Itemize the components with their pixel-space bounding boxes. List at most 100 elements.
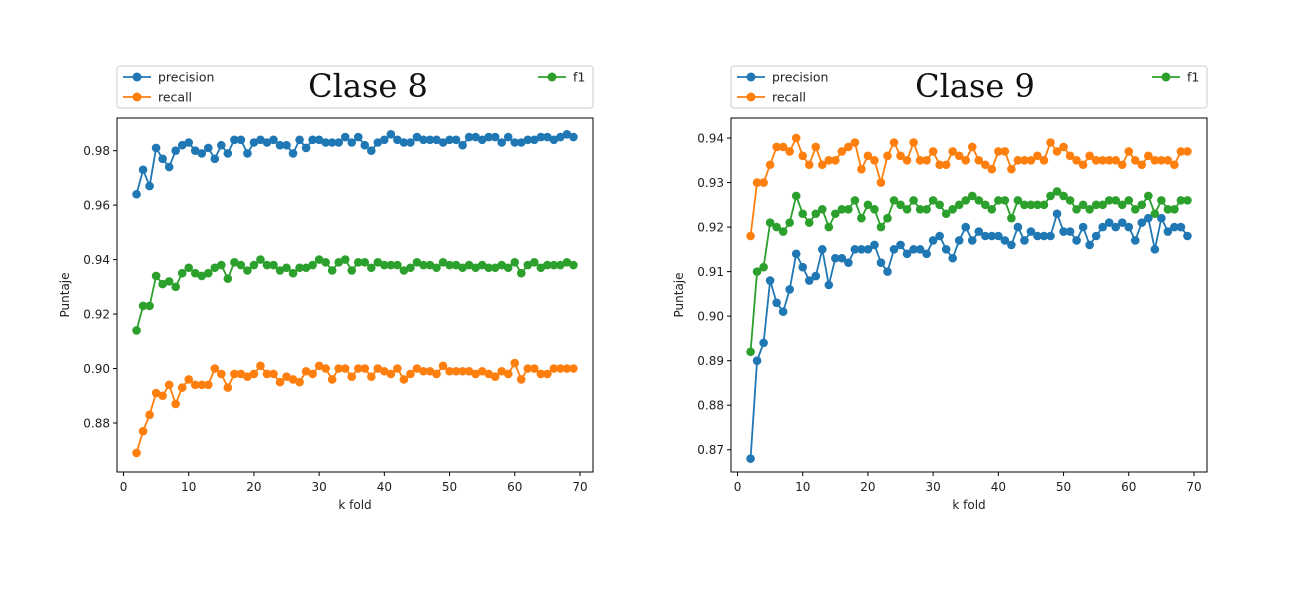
data-point-f1: [915, 204, 925, 214]
data-point-precision: [1111, 222, 1121, 232]
data-point-precision: [961, 222, 971, 232]
data-point-recall: [981, 160, 990, 170]
legend-label-f1: f1: [1187, 70, 1199, 85]
data-point-precision: [217, 140, 226, 150]
data-point-f1: [1091, 200, 1101, 210]
data-point-f1: [974, 196, 984, 205]
y-tick-label: 0.93: [697, 176, 724, 190]
data-point-precision: [850, 245, 860, 254]
data-point-f1: [1020, 200, 1029, 210]
data-point-precision: [1000, 236, 1010, 245]
data-point-f1: [870, 204, 879, 214]
data-point-precision: [536, 132, 546, 142]
data-point-f1: [798, 209, 808, 219]
data-point-precision: [243, 149, 252, 158]
data-point-recall: [569, 364, 578, 373]
data-point-recall: [536, 369, 546, 379]
data-point-f1: [451, 260, 461, 270]
legend-marker: [746, 92, 756, 102]
data-point-f1: [203, 268, 213, 278]
data-point-f1: [497, 260, 507, 270]
data-point-recall: [477, 366, 487, 376]
data-point-precision: [393, 135, 402, 145]
data-point-f1: [935, 200, 944, 210]
data-point-precision: [347, 138, 357, 147]
data-point-recall: [308, 369, 317, 379]
data-point-recall: [301, 366, 311, 376]
data-point-precision: [1137, 218, 1147, 227]
data-point-recall: [393, 364, 402, 373]
data-point-f1: [458, 263, 467, 273]
data-point-recall: [516, 375, 526, 384]
y-axis-label: Puntaje: [58, 272, 72, 317]
data-point-f1: [1065, 196, 1075, 205]
data-point-precision: [458, 140, 467, 150]
x-tick-label: 70: [1186, 480, 1201, 494]
data-point-recall: [1059, 142, 1068, 152]
data-point-precision: [230, 135, 239, 145]
data-point-f1: [464, 260, 474, 270]
data-point-recall: [863, 151, 873, 161]
data-point-recall: [1157, 156, 1166, 165]
data-point-precision: [804, 276, 814, 285]
data-point-f1: [1111, 196, 1121, 205]
data-point-precision: [516, 138, 526, 147]
data-point-precision: [445, 135, 454, 145]
data-point-f1: [909, 196, 918, 205]
data-point-precision: [269, 135, 278, 145]
data-point-f1: [1183, 196, 1192, 205]
chart-title: Clase 8: [308, 67, 428, 105]
data-point-precision: [1098, 222, 1107, 232]
data-point-precision: [373, 138, 383, 147]
data-point-recall: [282, 372, 291, 381]
ticks: 0 10 20 30 40 50 60 70 0.87 0.88 0.89 0.90 0.91 0.92 0…: [697, 131, 1201, 494]
data-point-recall: [190, 380, 200, 390]
data-point-precision: [138, 165, 148, 175]
data-point-f1: [530, 258, 539, 267]
data-point-recall: [419, 366, 428, 376]
data-point-recall: [1098, 156, 1107, 165]
data-point-recall: [386, 369, 396, 379]
data-point-precision: [896, 240, 905, 250]
data-point-precision: [791, 249, 801, 259]
data-point-f1: [543, 260, 552, 270]
data-point-recall: [334, 364, 344, 373]
data-point-precision: [765, 276, 775, 285]
data-point-precision: [197, 149, 207, 158]
data-point-precision: [837, 253, 847, 263]
data-point-recall: [1046, 138, 1055, 147]
data-point-f1: [1059, 191, 1068, 201]
data-point-recall: [353, 364, 363, 373]
data-point-recall: [994, 147, 1003, 156]
data-point-recall: [889, 138, 899, 147]
data-point-recall: [746, 231, 755, 241]
data-point-precision: [1020, 236, 1029, 245]
data-point-f1: [1137, 200, 1147, 210]
data-point-precision: [1072, 236, 1081, 245]
data-point-recall: [1052, 147, 1062, 156]
data-point-recall: [941, 160, 951, 170]
data-point-recall: [1104, 156, 1114, 165]
data-point-recall: [1065, 151, 1075, 161]
data-point-f1: [282, 263, 291, 273]
legend: precision recall f1 Clase 9: [730, 65, 1208, 109]
data-point-f1: [844, 204, 853, 214]
data-point-f1: [386, 260, 396, 270]
data-point-recall: [1183, 147, 1192, 156]
data-point-f1: [556, 260, 565, 270]
data-point-recall: [269, 369, 278, 379]
x-tick-label: 50: [442, 480, 457, 494]
data-point-f1: [353, 258, 363, 267]
legend-label-precision: precision: [158, 70, 214, 85]
data-point-recall: [256, 361, 265, 371]
data-point-recall: [759, 178, 768, 187]
data-point-recall: [217, 369, 226, 379]
data-point-recall: [1033, 151, 1042, 161]
data-point-recall: [412, 364, 422, 373]
data-point-f1: [759, 262, 768, 272]
x-axis-label: k fold: [338, 498, 371, 512]
data-point-recall: [1039, 156, 1049, 165]
data-point-recall: [530, 364, 539, 373]
data-point-precision: [746, 454, 755, 463]
data-point-precision: [857, 245, 866, 254]
